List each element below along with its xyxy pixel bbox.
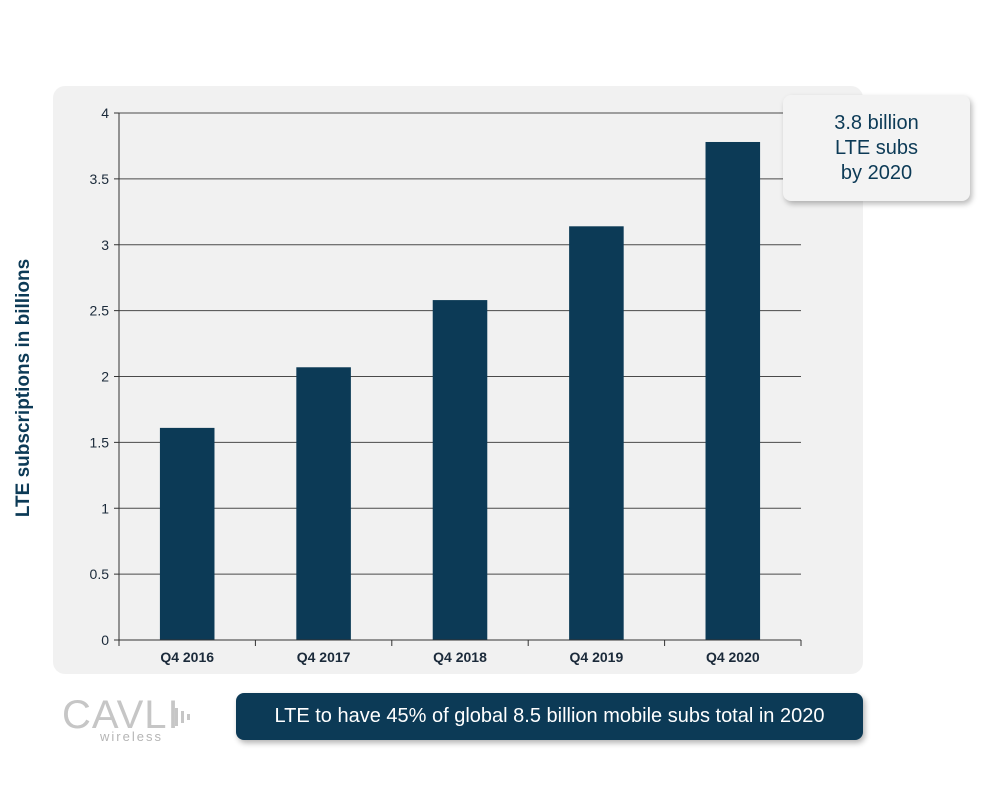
y-axis-title: LTE subscriptions in billions <box>13 258 34 518</box>
y-tick-label: 4 <box>101 105 109 121</box>
logo-wordmark: CAVLI <box>62 693 180 737</box>
bar <box>296 367 351 640</box>
x-category-label: Q4 2020 <box>706 649 760 665</box>
y-tick-label: 0.5 <box>90 566 110 582</box>
footer-text: LTE to have 45% of global 8.5 billion mo… <box>274 705 825 727</box>
x-category-label: Q4 2019 <box>570 649 624 665</box>
callout-line: by 2020 <box>840 161 913 184</box>
y-tick-label: 2.5 <box>90 303 110 319</box>
y-tick-labels: 0 0.5 1 1.5 2 2.5 3 3.5 4 <box>90 105 110 648</box>
y-tick-label: 1.5 <box>90 434 110 450</box>
footer-banner: LTE to have 45% of global 8.5 billion mo… <box>236 693 863 740</box>
bar <box>159 427 215 640</box>
x-category-label: Q4 2016 <box>160 649 214 665</box>
x-category-label: Q4 2018 <box>433 649 487 665</box>
y-tick-label: 3.5 <box>90 171 110 187</box>
callout-box: 3.8 billion LTE subs by 2020 <box>783 95 970 201</box>
axes <box>114 112 802 646</box>
bar <box>705 141 761 641</box>
y-tick-label: 3 <box>101 237 109 253</box>
callout-line: 3.8 billion <box>834 111 919 134</box>
signal-bars-icon <box>175 708 190 726</box>
bars <box>159 141 761 641</box>
y-tick-label: 1 <box>101 500 109 516</box>
callout-line: LTE subs <box>835 136 918 159</box>
x-category-label: Q4 2017 <box>297 649 351 665</box>
bar <box>432 300 488 640</box>
logo-subtitle: wireless <box>100 729 163 744</box>
x-category-labels: Q4 2016 Q4 2017 Q4 2018 Q4 2019 Q4 2020 <box>160 649 760 665</box>
bar <box>569 226 624 640</box>
y-tick-label: 2 <box>101 369 109 385</box>
brand-logo: CAVLI wireless <box>62 694 202 746</box>
y-tick-label: 0 <box>101 632 109 648</box>
